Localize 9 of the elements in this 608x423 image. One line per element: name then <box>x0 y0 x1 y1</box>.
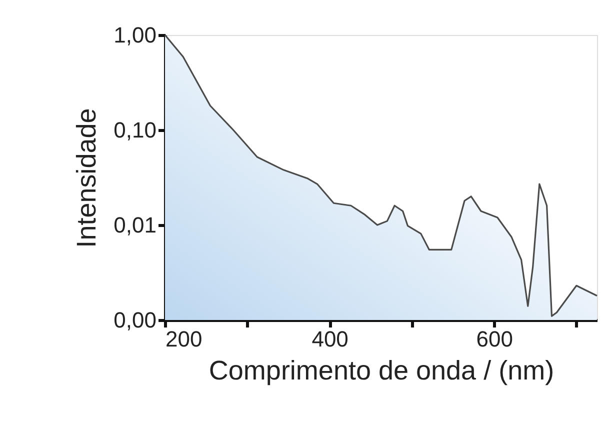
y-tick-label: 0,01 <box>114 212 156 238</box>
x-tick-label: 600 <box>476 326 513 352</box>
y-tick-label: 1,00 <box>114 22 156 48</box>
y-tick-label: 0,00 <box>114 308 156 332</box>
y-axis-title: Intensidade <box>72 108 102 248</box>
y-tick-label: 0,10 <box>114 118 156 142</box>
x-tick-label: 400 <box>312 326 348 352</box>
x-axis-title: Comprimento de onda / (nm) <box>208 356 554 386</box>
x-tick-label: 200 <box>166 326 202 352</box>
